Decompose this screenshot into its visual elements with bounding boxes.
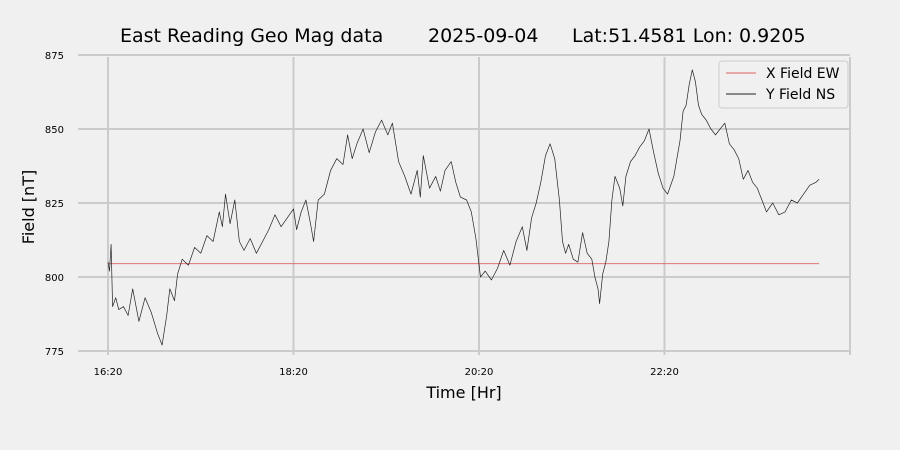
x-tick-label: 22:20 xyxy=(650,367,679,378)
y-tick-label: 850 xyxy=(45,125,64,136)
legend-label-x-field: X Field EW xyxy=(766,66,840,82)
y-tick-label: 825 xyxy=(45,199,64,210)
grid-lines xyxy=(78,54,851,355)
y-axis-label: Field [nT] xyxy=(19,170,38,244)
series-line-y-field xyxy=(107,69,820,346)
y-axis-ticks: 775 800 825 850 875 xyxy=(45,51,64,358)
x-tick-label: 16:20 xyxy=(94,367,123,378)
x-axis-label: Time [Hr] xyxy=(425,383,501,402)
legend-label-y-field: Y Field NS xyxy=(765,87,835,103)
y-tick-label: 800 xyxy=(45,273,64,284)
legend: X Field EW Y Field NS xyxy=(718,60,849,109)
chart-title-name: East Reading Geo Mag data xyxy=(120,25,383,47)
series-lines xyxy=(107,69,820,346)
x-axis-ticks: 16:20 18:20 20:20 22:20 xyxy=(94,367,679,378)
y-tick-label: 775 xyxy=(45,347,64,358)
chart-title-location: Lat:51.4581 Lon: 0.9205 xyxy=(572,25,806,47)
y-tick-label: 875 xyxy=(45,51,64,62)
x-tick-label: 20:20 xyxy=(465,367,494,378)
x-tick-label: 18:20 xyxy=(279,367,308,378)
chart-title-date: 2025-09-04 xyxy=(428,25,538,47)
